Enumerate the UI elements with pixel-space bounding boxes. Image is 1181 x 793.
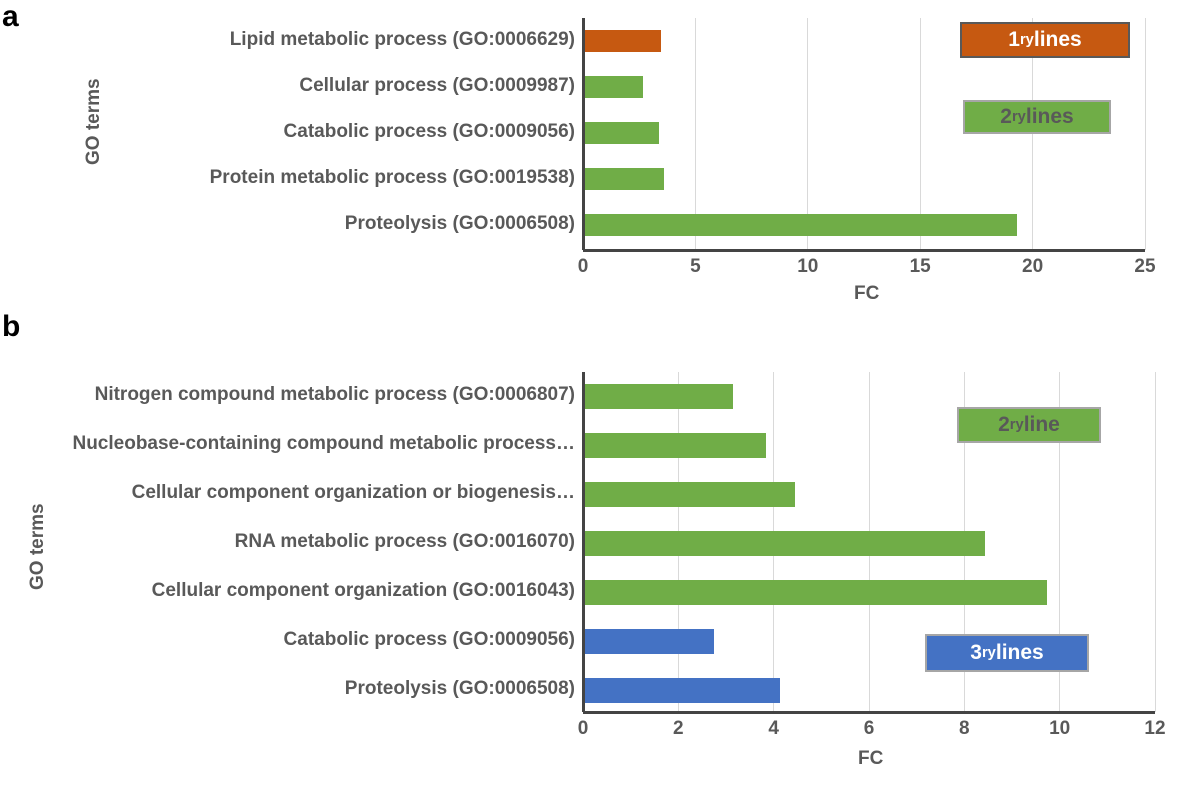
x-tick-label: 5	[675, 256, 715, 278]
category-label: Cellular component organization or bioge…	[132, 483, 575, 504]
category-label: Protein metabolic process (GO:0019538)	[210, 168, 575, 189]
x-tick-label: 25	[1125, 256, 1165, 278]
bar	[585, 678, 780, 703]
legend-box: 2ry lines	[963, 100, 1111, 134]
x-tick-label: 4	[754, 718, 794, 740]
bar	[585, 168, 664, 190]
y-axis-title: GO terms	[27, 503, 49, 590]
x-tick-label: 10	[788, 256, 828, 278]
bar	[585, 122, 659, 144]
x-tick-label: 0	[563, 256, 603, 278]
gridline	[1155, 372, 1156, 712]
gridline	[1145, 18, 1146, 250]
category-label: Cellular process (GO:0009987)	[299, 76, 575, 97]
x-tick-label: 2	[658, 718, 698, 740]
x-tick-label: 6	[849, 718, 889, 740]
x-tick-label: 20	[1013, 256, 1053, 278]
y-axis-title: GO terms	[83, 78, 105, 165]
panel-label: a	[2, 0, 19, 34]
x-tick-label: 12	[1135, 718, 1175, 740]
legend-box: 1ry lines	[960, 22, 1130, 58]
legend-box: 3ry lines	[925, 634, 1089, 672]
x-tick-label: 0	[563, 718, 603, 740]
category-label: Catabolic process (GO:0009056)	[284, 122, 575, 143]
bar	[585, 482, 795, 507]
x-axis-line	[583, 711, 1155, 714]
category-label: Proteolysis (GO:0006508)	[345, 214, 575, 235]
bar	[585, 76, 643, 98]
category-label: Nitrogen compound metabolic process (GO:…	[95, 385, 575, 406]
category-label: Catabolic process (GO:0009056)	[284, 630, 575, 651]
figure: a0510152025Lipid metabolic process (GO:0…	[0, 0, 1181, 793]
category-label: Nucleobase-containing compound metabolic…	[72, 434, 575, 455]
x-axis-title: FC	[854, 283, 879, 305]
bar	[585, 433, 766, 458]
x-tick-label: 8	[944, 718, 984, 740]
legend-box: 2ry line	[957, 407, 1101, 443]
x-tick-label: 10	[1040, 718, 1080, 740]
x-tick-label: 15	[900, 256, 940, 278]
category-label: Lipid metabolic process (GO:0006629)	[230, 30, 575, 51]
bar	[585, 214, 1017, 236]
bar	[585, 30, 661, 52]
bar	[585, 384, 733, 409]
bar	[585, 629, 714, 654]
bar	[585, 531, 985, 556]
category-label: Cellular component organization (GO:0016…	[152, 581, 575, 602]
category-label: Proteolysis (GO:0006508)	[345, 679, 575, 700]
x-axis-line	[583, 249, 1145, 252]
x-axis-title: FC	[858, 748, 883, 770]
category-label: RNA metabolic process (GO:0016070)	[235, 532, 575, 553]
panel-label: b	[2, 310, 20, 344]
bar	[585, 580, 1047, 605]
